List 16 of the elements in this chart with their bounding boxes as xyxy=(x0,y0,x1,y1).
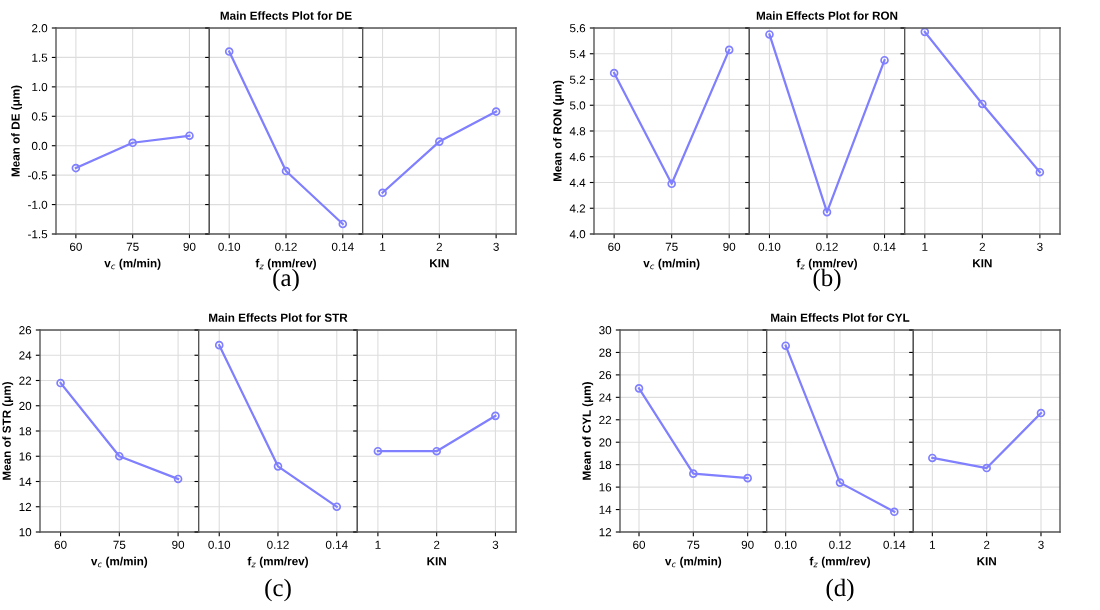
point xyxy=(743,473,752,483)
point xyxy=(689,469,698,478)
text: (c) xyxy=(265,578,291,602)
text: (a) xyxy=(273,268,299,292)
point xyxy=(609,68,619,78)
text: (d) xyxy=(826,578,854,602)
point xyxy=(173,474,183,484)
point xyxy=(115,451,124,461)
point xyxy=(128,138,137,148)
point xyxy=(634,384,644,393)
point xyxy=(71,163,81,173)
text: (b) xyxy=(813,268,841,292)
point xyxy=(667,179,676,189)
point xyxy=(185,131,194,141)
point xyxy=(56,378,65,388)
point xyxy=(724,45,734,55)
